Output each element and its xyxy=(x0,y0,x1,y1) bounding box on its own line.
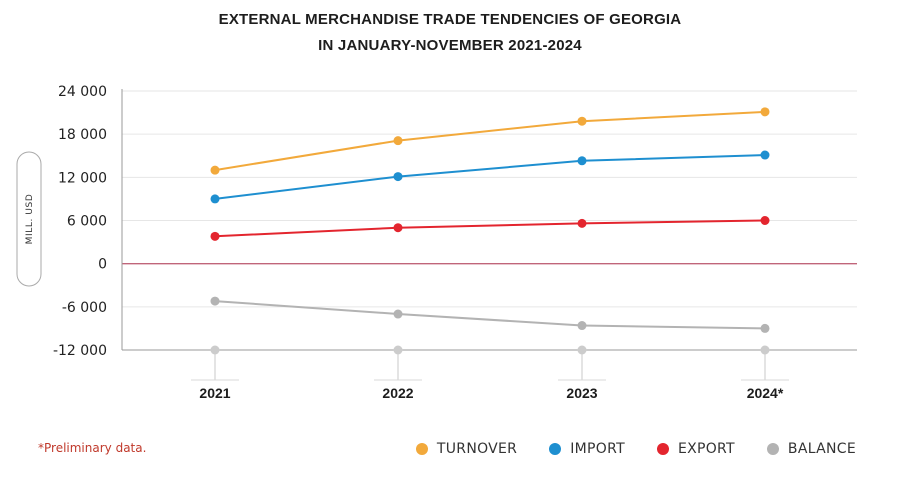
legend-label-turnover: TURNOVER xyxy=(436,441,518,457)
y-tick-label: 18 000 xyxy=(58,127,107,143)
legend-swatch-export xyxy=(656,443,669,455)
point-import xyxy=(760,150,770,160)
point-export xyxy=(760,216,770,225)
point-balance xyxy=(577,321,587,331)
point-turnover xyxy=(760,107,770,117)
x-tick-label: 2021 xyxy=(199,385,230,401)
series-line-export xyxy=(214,219,766,238)
point-import xyxy=(393,172,403,182)
legend: TURNOVER IMPORT EXPORT BALANCE xyxy=(415,441,856,457)
point-turnover xyxy=(577,116,587,126)
chart-title-line-1: EXTERNAL MERCHANDISE TRADE TENDENCIES OF… xyxy=(218,11,682,28)
series-line-turnover xyxy=(214,110,766,172)
chart-title-line-2: IN JANUARY-NOVEMBER 2021-2024 xyxy=(318,37,582,54)
y-tick-label: 6 000 xyxy=(67,214,107,230)
y-tick-label: 24 000 xyxy=(58,84,107,100)
x-tick-label: 2022 xyxy=(382,385,413,401)
footnote: *Preliminary data. xyxy=(38,441,147,455)
legend-item-turnover: TURNOVER xyxy=(415,441,518,457)
y-axis-label-pill xyxy=(16,151,42,287)
legend-label-balance: BALANCE xyxy=(787,441,856,457)
point-import xyxy=(577,156,587,166)
series-line-import xyxy=(214,154,766,200)
point-import xyxy=(210,194,220,204)
point-turnover xyxy=(210,165,220,175)
legend-label-import: IMPORT xyxy=(570,441,625,457)
legend-item-import: IMPORT xyxy=(549,441,625,457)
legend-label-export: EXPORT xyxy=(677,441,735,457)
legend-swatch-turnover xyxy=(415,443,428,455)
point-balance xyxy=(760,323,770,333)
category-marker xyxy=(393,345,403,355)
point-turnover xyxy=(393,136,403,146)
legend-item-balance: BALANCE xyxy=(766,441,856,457)
point-balance xyxy=(210,296,220,306)
y-tick-label: -6 000 xyxy=(62,300,107,316)
legend-item-export: EXPORT xyxy=(656,441,735,457)
category-marker xyxy=(760,345,770,355)
point-export xyxy=(210,231,220,241)
y-tick-label: 0 xyxy=(98,257,107,273)
y-axis-label: MILL. USD xyxy=(25,194,35,245)
x-tick-label: 2023 xyxy=(566,385,597,401)
category-marker xyxy=(577,345,587,355)
y-tick-label: 12 000 xyxy=(58,170,107,186)
legend-swatch-balance xyxy=(766,443,779,455)
legend-swatch-import xyxy=(549,443,562,455)
x-tick-label: 2024* xyxy=(747,385,784,401)
series-line-balance xyxy=(214,300,766,330)
point-export xyxy=(393,223,403,233)
point-export xyxy=(577,218,587,228)
y-tick-label: -12 000 xyxy=(53,343,107,359)
category-marker xyxy=(210,345,220,355)
point-balance xyxy=(393,309,403,319)
